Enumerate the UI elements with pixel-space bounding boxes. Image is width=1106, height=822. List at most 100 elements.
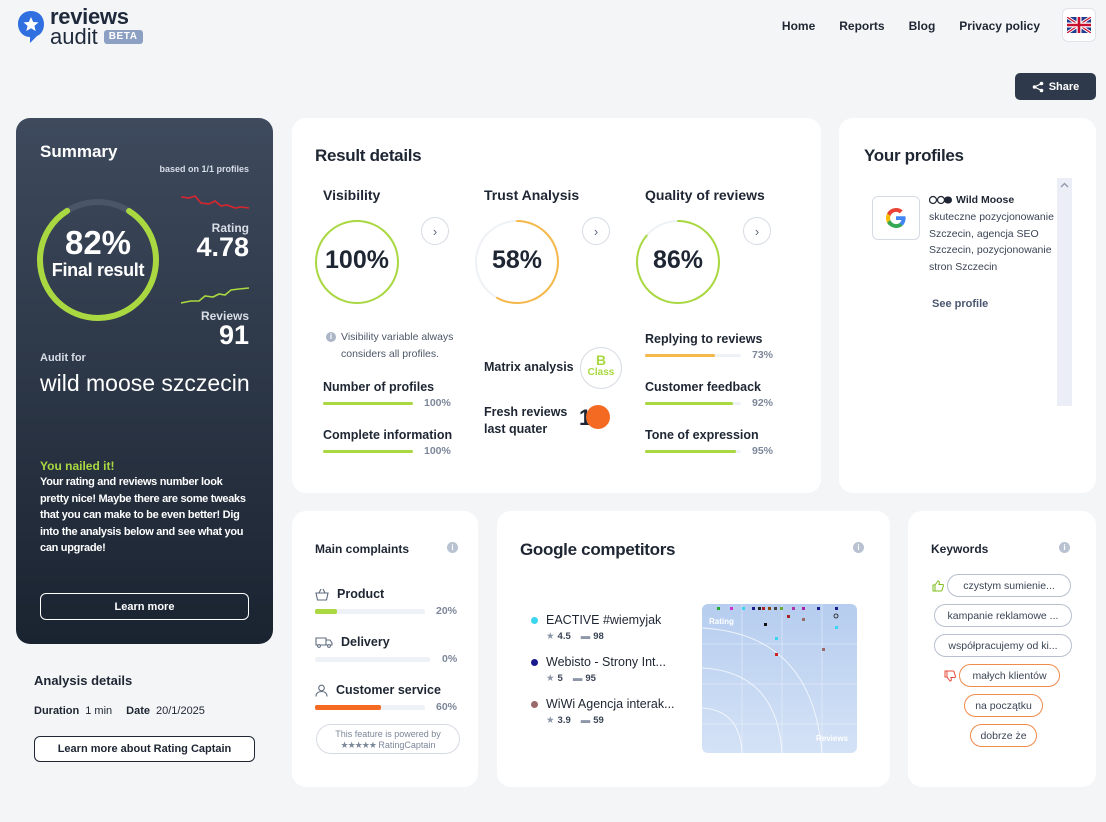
matrix-point (822, 648, 825, 651)
nav-blog[interactable]: Blog (908, 19, 936, 33)
main-complaints-title: Main complaints (315, 542, 410, 556)
keyword-negative[interactable]: na początku (964, 694, 1043, 717)
complaint-delivery: Delivery (315, 635, 390, 649)
star-icon: ★ (546, 715, 555, 726)
complaint-product-bar (315, 609, 425, 614)
keyword-positive[interactable]: kampanie reklamowe ... (934, 604, 1072, 627)
keyword-negative[interactable]: dobrze że (970, 724, 1037, 747)
quality-details-button[interactable]: › (743, 217, 771, 245)
matrix-grid: Rating Reviews (702, 604, 857, 753)
competitor-item[interactable]: EACTIVE #wiemyjak ★ 4.5 ▬ 98 (531, 613, 661, 642)
competitor-item[interactable]: Webisto - Strony Int... ★ 5 ▬ 95 (531, 655, 666, 684)
info-icon[interactable]: i (447, 542, 458, 553)
trust-analysis-gauge: 58% (474, 219, 560, 305)
trust-analysis-value: 58% (491, 246, 543, 274)
complaint-delivery-bar (315, 657, 430, 662)
learn-more-rating-captain-button[interactable]: Learn more about Rating Captain (34, 736, 255, 762)
matrix-point (833, 613, 839, 619)
tone-label: Tone of expression (645, 428, 759, 442)
info-icon[interactable]: i (853, 542, 864, 553)
learn-more-button[interactable]: Learn more (40, 593, 249, 620)
competitor-rating: 4.5 (557, 631, 571, 642)
share-button[interactable]: Share (1015, 73, 1096, 100)
brand-logo[interactable]: reviews audit BETA (16, 6, 143, 48)
see-profile-link[interactable]: See profile (932, 298, 989, 310)
tone-bar (645, 450, 741, 453)
matrix-point (817, 607, 820, 610)
competitor-rating: 5 (557, 673, 563, 684)
chevron-right-icon: › (754, 223, 760, 239)
matrix-point (742, 607, 745, 610)
competitor-matrix-chart[interactable]: Rating Reviews (702, 604, 857, 753)
matrix-point (802, 618, 805, 621)
reviews-trend-sparkline (181, 287, 249, 304)
competitor-color-dot (531, 700, 538, 708)
quality-gauge-arc (636, 220, 720, 304)
nav-privacy-policy[interactable]: Privacy policy (959, 19, 1040, 33)
result-details-title: Result details (315, 146, 422, 165)
matrix-point (775, 637, 778, 640)
matrix-point (835, 626, 838, 629)
visibility-details-button[interactable]: › (421, 217, 449, 245)
audit-for-label: Audit for (40, 352, 86, 364)
your-profiles-title: Your profiles (864, 146, 964, 165)
competitor-reviews: 59 (593, 715, 604, 726)
powered-by-badge[interactable]: This feature is powered by ★★★★★ RatingC… (316, 724, 460, 754)
replying-label: Replying to reviews (645, 332, 763, 346)
nav-home[interactable]: Home (781, 19, 816, 33)
your-profiles-card: Your profiles Wild Moose skuteczne pozyc… (839, 118, 1096, 493)
google-icon (886, 208, 906, 228)
date-label: Date (126, 705, 150, 717)
matrix-point (774, 607, 777, 610)
keyword-positive[interactable]: współpracujemy od ki... (934, 634, 1072, 657)
profile-description: skuteczne pozycjonowanie Szczecin, agenc… (929, 211, 1054, 273)
star-icon: ★ (546, 631, 555, 642)
matrix-point (730, 607, 733, 610)
competitor-name: EACTIVE #wiemyjak (546, 613, 662, 627)
keyword-negative[interactable]: małych klientów (959, 664, 1060, 687)
trust-details-button[interactable]: › (582, 217, 610, 245)
result-details-card: Result details Visibility Trust Analysis… (292, 118, 821, 493)
customer-feedback-value: 92% (752, 397, 774, 409)
main-complaints-card: Main complaints i Product 20% Delivery 0… (292, 511, 478, 787)
complete-information-label: Complete information (323, 428, 453, 442)
person-icon (315, 684, 328, 697)
summary-card: Summary based on 1/1 profiles 82% Final … (16, 118, 273, 644)
competitor-reviews: 98 (593, 631, 604, 642)
uk-flag-icon (1067, 17, 1091, 33)
language-switcher[interactable] (1062, 8, 1096, 42)
competitor-rating: 3.9 (557, 715, 571, 726)
matrix-point (835, 607, 838, 610)
star-icon: ★ (546, 673, 555, 684)
visibility-gauge: 100% (314, 219, 400, 305)
keywords-title: Keywords (931, 542, 989, 556)
matrix-point (752, 607, 755, 610)
complaint-product: Product (315, 587, 384, 601)
customer-feedback-label: Customer feedback (645, 380, 762, 394)
date-value: 20/1/2025 (155, 705, 205, 717)
complaint-customer-service-value: 60% (436, 701, 458, 713)
tone-value: 95% (752, 445, 774, 457)
thumbs-up-icon (932, 580, 944, 592)
keyword-positive[interactable]: czystym sumienie... (947, 574, 1071, 597)
brand-name-line1: reviews (50, 4, 129, 29)
info-icon[interactable]: i (1059, 542, 1070, 553)
competitor-color-dot (531, 616, 538, 624)
truck-icon (315, 637, 333, 648)
matrix-point (764, 623, 767, 626)
based-on-profiles: based on 1/1 profiles (159, 164, 249, 174)
matrix-point (775, 653, 778, 656)
google-profile-logo[interactable] (872, 196, 920, 240)
nav-reports[interactable]: Reports (839, 19, 885, 33)
profiles-scrollbar[interactable] (1057, 178, 1072, 406)
comment-icon: ▬ (580, 631, 591, 642)
quality-value: 86% (652, 246, 704, 274)
audit-business-name: wild moose szczecin (40, 370, 250, 396)
matrix-point (792, 607, 795, 610)
class-letter: B (595, 352, 607, 368)
brand-name-line2: audit (50, 24, 98, 49)
matrix-class-badge[interactable]: B Class (580, 347, 622, 389)
matrix-y-label: Rating (709, 617, 734, 626)
fresh-reviews-indicator (586, 405, 610, 429)
competitor-item[interactable]: WiWi Agencja interak... ★ 3.9 ▬ 59 (531, 697, 675, 726)
